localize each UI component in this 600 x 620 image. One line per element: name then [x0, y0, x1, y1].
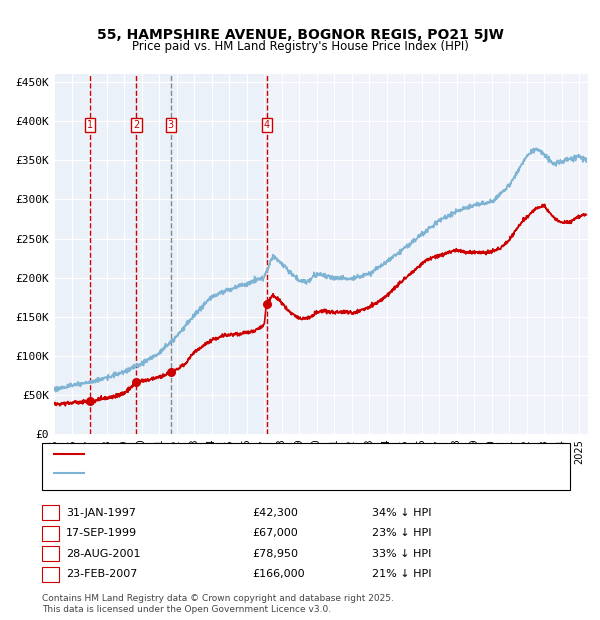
Text: 3: 3: [167, 120, 173, 130]
Text: 55, HAMPSHIRE AVENUE, BOGNOR REGIS, PO21 5JW: 55, HAMPSHIRE AVENUE, BOGNOR REGIS, PO21…: [97, 28, 503, 42]
Text: 4: 4: [47, 569, 54, 579]
Bar: [54, 74, 266, 434]
Text: 23-FEB-2007: 23-FEB-2007: [66, 569, 137, 579]
Text: 2: 2: [47, 528, 54, 538]
Text: 55, HAMPSHIRE AVENUE, BOGNOR REGIS, PO21 5JW (semi-detached house): 55, HAMPSHIRE AVENUE, BOGNOR REGIS, PO21…: [90, 450, 485, 459]
Text: This data is licensed under the Open Government Licence v3.0.: This data is licensed under the Open Gov…: [42, 604, 331, 614]
Text: HPI: Average price, semi-detached house, Arun: HPI: Average price, semi-detached house,…: [90, 468, 337, 478]
Point: [86, 396, 95, 406]
Text: 31-JAN-1997: 31-JAN-1997: [66, 508, 136, 518]
Text: £67,000: £67,000: [252, 528, 298, 538]
Text: 28-AUG-2001: 28-AUG-2001: [66, 549, 140, 559]
Text: 4: 4: [263, 120, 269, 130]
Text: £78,950: £78,950: [252, 549, 298, 559]
Text: Contains HM Land Registry data © Crown copyright and database right 2025.: Contains HM Land Registry data © Crown c…: [42, 593, 394, 603]
Text: £42,300: £42,300: [252, 508, 298, 518]
Text: 1: 1: [88, 120, 94, 130]
Text: 3: 3: [47, 549, 54, 559]
Text: Price paid vs. HM Land Registry's House Price Index (HPI): Price paid vs. HM Land Registry's House …: [131, 40, 469, 53]
Point: [131, 377, 141, 387]
Point: [262, 299, 271, 309]
Text: 2: 2: [133, 120, 140, 130]
Text: £166,000: £166,000: [252, 569, 305, 579]
Text: 23% ↓ HPI: 23% ↓ HPI: [372, 528, 431, 538]
Text: 1: 1: [47, 508, 54, 518]
Text: 34% ↓ HPI: 34% ↓ HPI: [372, 508, 431, 518]
Text: 17-SEP-1999: 17-SEP-1999: [66, 528, 137, 538]
Text: 21% ↓ HPI: 21% ↓ HPI: [372, 569, 431, 579]
Text: 33% ↓ HPI: 33% ↓ HPI: [372, 549, 431, 559]
Point: [166, 367, 175, 377]
